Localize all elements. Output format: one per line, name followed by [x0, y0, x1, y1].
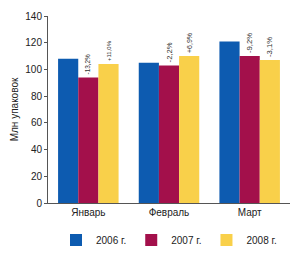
svg-text:Февраль: Февраль	[149, 207, 190, 218]
svg-text:60: 60	[31, 117, 43, 128]
svg-text:40: 40	[31, 144, 43, 155]
svg-text:140: 140	[25, 11, 42, 22]
svg-text:2008 г.: 2008 г.	[246, 235, 276, 246]
svg-text:20: 20	[31, 171, 43, 182]
svg-text:+6,9%: +6,9%	[186, 33, 193, 53]
svg-text:120: 120	[25, 37, 42, 48]
svg-text:-2,2%: -2,2%	[165, 42, 174, 62]
svg-text:+11,0%: +11,0%	[106, 40, 112, 61]
svg-text:Январь: Январь	[71, 207, 105, 218]
svg-text:0: 0	[36, 198, 42, 209]
svg-text:80: 80	[31, 91, 43, 102]
svg-text:-3,1%: -3,1%	[265, 37, 274, 57]
svg-text:100: 100	[25, 64, 42, 75]
svg-text:2007 г.: 2007 г.	[171, 235, 201, 246]
svg-text:2006 г.: 2006 г.	[96, 235, 126, 246]
svg-text:Март: Март	[238, 207, 262, 218]
svg-text:-9,2%: -9,2%	[245, 33, 254, 53]
svg-text:Млн упаковок: Млн упаковок	[9, 77, 20, 141]
svg-text:-13,2%: -13,2%	[84, 54, 91, 74]
